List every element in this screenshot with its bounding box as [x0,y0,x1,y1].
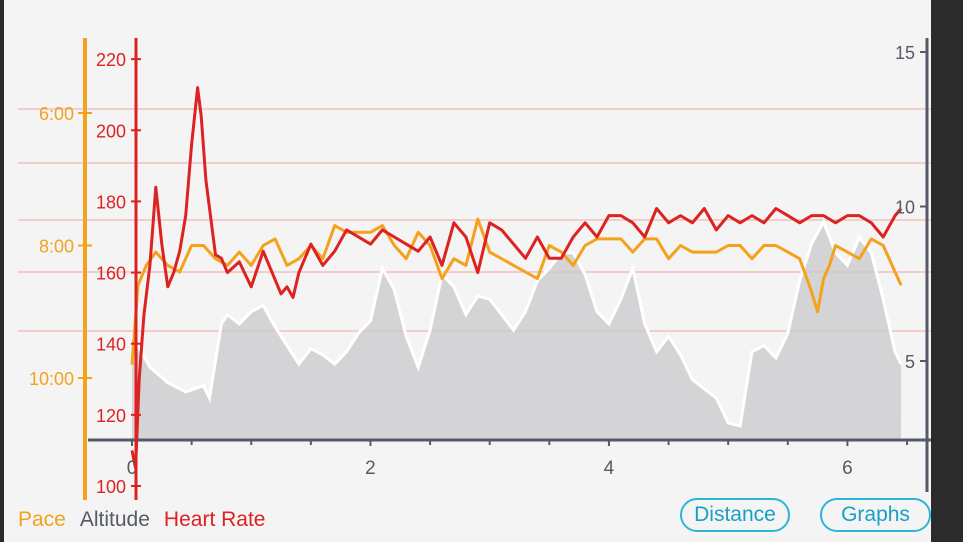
heart-rate-tick-label: 120 [96,406,126,426]
heart-rate-tick-label: 220 [96,50,126,70]
heart-rate-series-line [130,86,903,470]
graphs-button[interactable]: Graphs [820,498,931,532]
x-tick-label: 6 [842,458,853,479]
heart-rate-tick-label: 100 [96,477,126,497]
altitude-area [132,221,902,440]
distance-button[interactable]: Distance [680,498,790,532]
x-tick-label: 0 [127,458,138,479]
altitude-series-line [130,218,903,428]
altitude-tick-label: 5 [905,352,915,372]
pace-tick-label: 10:00 [29,369,74,389]
heart-rate-tick-label: 140 [96,335,126,355]
chart-legend: Pace Altitude Heart Rate [18,508,265,532]
heart-rate-tick-label: 160 [96,264,126,284]
pace-tick-label: 6:00 [39,104,74,124]
activity-chart: 0 2 4 6 6:00 8:00 10:00 100 120 140 160 180 200 220 5 1… [18,38,931,500]
heart-rate-tick-label: 180 [96,192,126,212]
x-tick-label: 4 [604,458,615,479]
legend-altitude: Altitude [79,508,150,531]
pace-series-line [130,217,903,365]
heart-rate-tick-label: 200 [96,121,126,141]
legend-heart-rate: Heart Rate [163,508,266,531]
altitude-tick-label: 15 [895,43,915,63]
altitude-tick-label: 10 [895,198,915,218]
activity-screen: 0 2 4 6 6:00 8:00 10:00 100 120 140 160 180 200 220 5 1… [4,0,931,542]
x-tick-label: 2 [365,458,376,479]
legend-pace: Pace [18,508,66,531]
pace-tick-label: 8:00 [39,237,74,257]
